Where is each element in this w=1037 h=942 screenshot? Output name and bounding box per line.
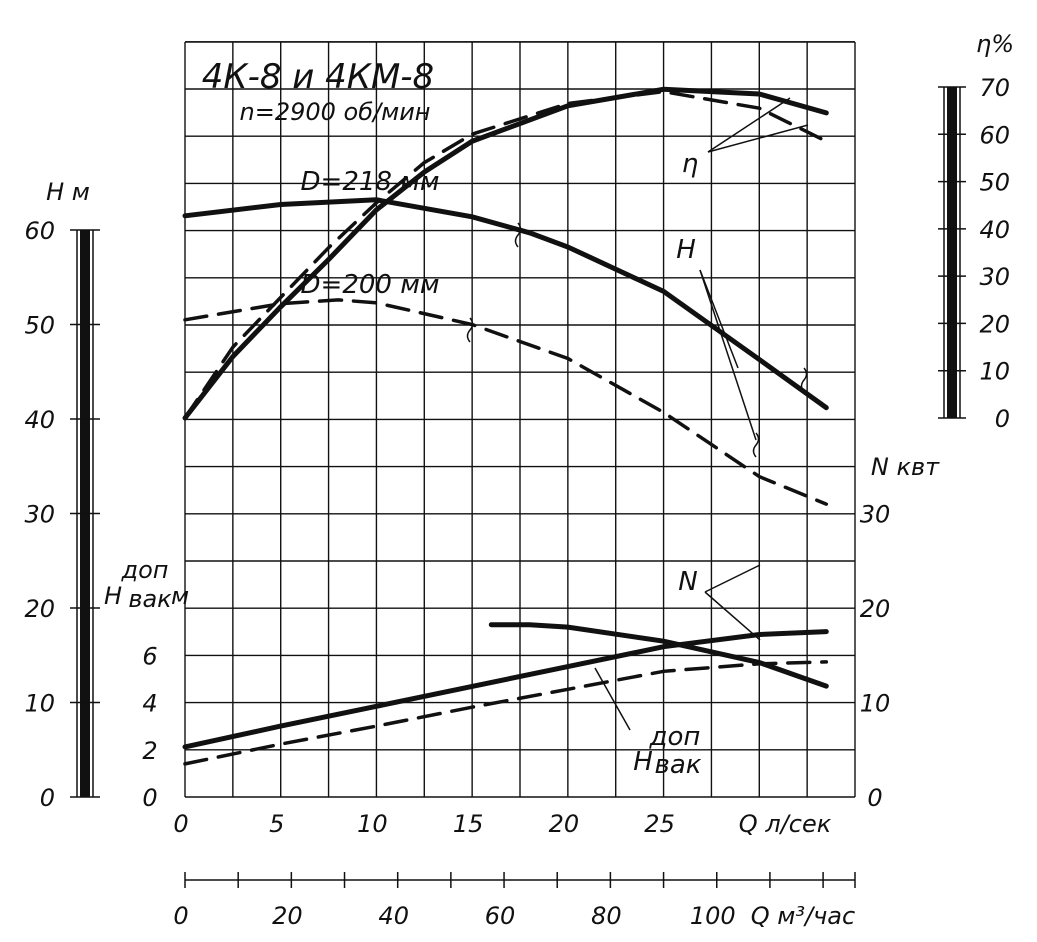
leader-line (704, 564, 761, 593)
power-tick-label: 0 (867, 784, 882, 812)
leader-line (699, 269, 739, 369)
curve-power_200 (183, 660, 829, 766)
curve-power_218 (182, 629, 829, 750)
head-tick-label: 20 (24, 595, 55, 623)
eff-tick-label: 50 (979, 169, 1010, 197)
x-tick-label: 15 (453, 810, 484, 838)
eff-axis-bar (947, 87, 957, 418)
chart-title: 4К-8 и 4КМ-8 (202, 57, 434, 97)
leader-line (707, 97, 791, 153)
head-tick-label: 50 (24, 312, 55, 340)
eff-tick-label: 20 (979, 310, 1010, 338)
head-tick-label: 40 (24, 406, 55, 434)
head-tick-label: 30 (24, 501, 55, 529)
head-tick-label: 10 (24, 690, 55, 718)
secondary-x-tick-label: 60 (485, 902, 516, 930)
eff-tick-label: 0 (995, 405, 1010, 433)
chart-subtitle: n=2900 об/мин (240, 98, 431, 126)
power-axis-label: N квт (871, 453, 940, 481)
secondary-x-axis-label: Q м³/час (751, 902, 855, 930)
x-tick-label: 20 (549, 810, 580, 838)
x-axis-label: Q л/сек (739, 810, 832, 838)
x-tick-label: 5 (269, 810, 284, 838)
leader-line (704, 591, 761, 641)
label-eta: η (682, 149, 698, 179)
break-mark (466, 317, 474, 343)
break-mark (800, 367, 808, 393)
chart-axes (70, 86, 966, 888)
head-axis-label: H м (46, 178, 90, 206)
curve-eta_218 (182, 86, 829, 421)
vak-axis-label-main: H (104, 582, 122, 610)
secondary-x-tick-label: 20 (272, 902, 303, 930)
eff-tick-label: 30 (979, 263, 1010, 291)
secondary-x-tick-label: 40 (378, 902, 409, 930)
head-tick-label: 60 (24, 217, 55, 245)
power-tick-label: 10 (860, 690, 891, 718)
eff-tick-label: 40 (979, 216, 1010, 244)
eff-tick-label: 60 (979, 121, 1010, 149)
secondary-x-tick-label: 80 (591, 902, 622, 930)
label-hvak-sub: вак (655, 750, 702, 780)
label-hvak-sup: доп (649, 722, 701, 752)
eff-tick-label: 10 (979, 358, 1010, 386)
label-d200: D=200 мм (301, 270, 440, 300)
curve-hvak (488, 622, 829, 689)
vak-tick-label: 6 (142, 642, 157, 670)
power-tick-label: 20 (860, 595, 891, 623)
vak-axis-label-unit: м (171, 582, 189, 610)
head-tick-label: 0 (40, 784, 55, 812)
break-mark (752, 432, 760, 458)
curve-eta_200 (183, 89, 829, 420)
leader-line (699, 269, 757, 441)
label-power: N (678, 567, 697, 597)
label-head: H (676, 235, 696, 265)
leader-line (594, 667, 631, 731)
secondary-x-tick-label: 0 (173, 902, 188, 930)
vak-axis-label-sup: доп (121, 556, 169, 584)
vak-tick-label: 2 (142, 737, 157, 765)
eff-axis-label: η% (976, 30, 1014, 58)
x-tick-label: 0 (173, 810, 188, 838)
eff-tick-label: 70 (979, 74, 1010, 102)
label-d218: D=218 мм (301, 167, 440, 197)
vak-tick-label: 0 (142, 784, 157, 812)
vak-tick-label: 4 (142, 690, 157, 718)
x-tick-label: 10 (357, 810, 388, 838)
curve-head_218 (182, 197, 829, 411)
break-mark (514, 222, 522, 248)
x-tick-label: 25 (644, 810, 675, 838)
chart-grid (184, 41, 856, 798)
secondary-x-tick-label: 100 (690, 902, 736, 930)
vak-axis-label-sub: вак (128, 585, 172, 613)
leader-line (707, 124, 809, 153)
power-tick-label: 30 (860, 501, 891, 529)
label-hvak-main: H (633, 747, 653, 777)
